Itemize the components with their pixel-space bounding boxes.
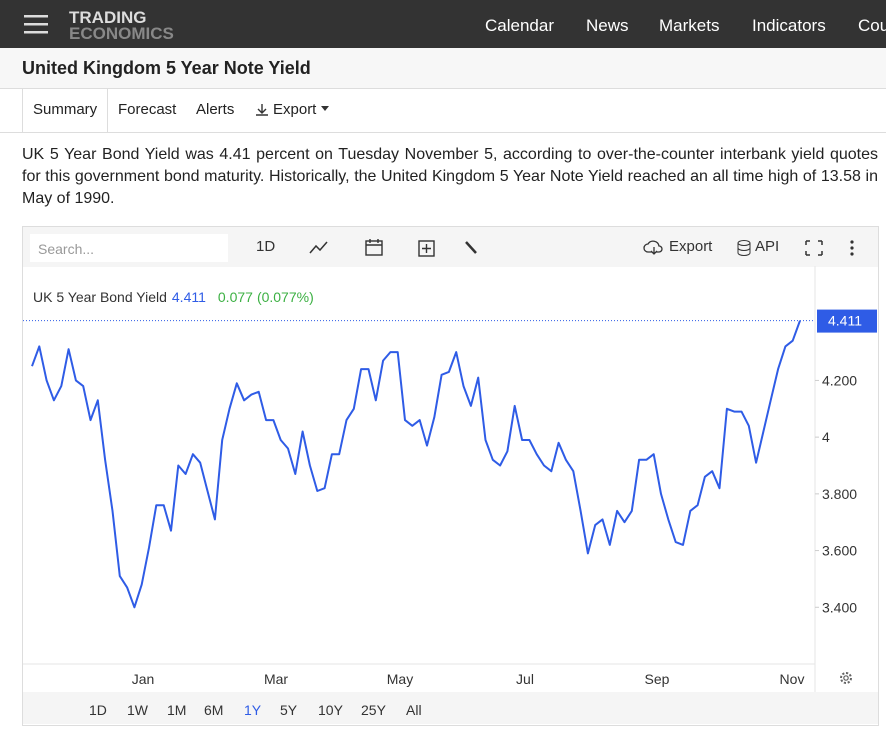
export-button[interactable]: Export — [669, 238, 713, 255]
last-value-label: 4.411 — [828, 313, 862, 329]
search-box[interactable]: Search... — [30, 234, 228, 262]
range-button[interactable]: 5Y — [280, 702, 298, 718]
y-tick-label: 3.800 — [822, 486, 857, 502]
range-button[interactable]: All — [406, 702, 422, 718]
line-series — [31, 320, 801, 609]
active-tab[interactable] — [22, 89, 108, 132]
range-button[interactable]: 6M — [204, 702, 224, 718]
nav-link[interactable]: Markets — [659, 16, 720, 35]
download-icon — [256, 104, 268, 116]
x-tick-label: May — [387, 671, 413, 687]
legend: UK 5 Year Bond Yield 4.411 0.077 (0.077%) — [33, 289, 314, 305]
logo-top[interactable]: TRADING — [69, 8, 147, 27]
nav-link[interactable]: News — [586, 16, 629, 35]
tab[interactable]: Alerts — [196, 101, 235, 118]
x-tick-label: Jan — [132, 671, 155, 687]
logo-bottom[interactable]: ECONOMICS — [69, 24, 174, 43]
legend-value: 4.411 — [172, 289, 206, 305]
interval-button[interactable]: 1D — [256, 238, 276, 255]
range-button[interactable]: 1Y — [244, 702, 262, 718]
legend-name: UK 5 Year Bond Yield — [33, 289, 167, 305]
tab[interactable]: Forecast — [118, 101, 177, 118]
range-button[interactable]: 1W — [127, 702, 148, 718]
last-value-badge — [817, 309, 877, 333]
y-tick-label: 4 — [822, 429, 830, 445]
description: UK 5 Year Bond Yield was 4.41 percent on… — [22, 146, 878, 207]
y-tick-label: 3.400 — [822, 599, 857, 615]
page-title: United Kingdom 5 Year Note Yield — [22, 58, 311, 78]
chart: 3.400 3.600 3.800 4 4.200 Jan Mar May Jul Sep Nov 4… — [23, 266, 877, 692]
tab[interactable]: Export — [273, 101, 317, 118]
caret — [321, 106, 329, 111]
y-tick-label: 4.200 — [822, 372, 857, 388]
x-tick-label: Mar — [264, 671, 288, 687]
menu-icon[interactable] — [24, 15, 50, 35]
nav-link[interactable]: Calendar — [485, 16, 554, 35]
x-tick-label: Jul — [516, 671, 534, 687]
legend-change-pct: (0.077%) — [257, 289, 314, 305]
range-bar — [23, 692, 878, 724]
range-button[interactable]: 1M — [167, 702, 187, 718]
x-tick-label: Nov — [780, 671, 805, 687]
range-button[interactable]: 25Y — [361, 702, 386, 718]
legend-change: 0.077 — [218, 289, 253, 305]
api-button[interactable]: API — [755, 238, 780, 255]
tab[interactable]: Summary — [33, 101, 98, 118]
y-tick-label: 3.600 — [822, 543, 857, 559]
range-button[interactable]: 10Y — [318, 702, 343, 718]
range-button[interactable]: 1D — [89, 702, 107, 718]
x-tick-label: Sep — [645, 671, 670, 687]
tab-border — [0, 132, 886, 133]
nav-link[interactable]: Indicators — [752, 16, 826, 35]
settings-icon[interactable] — [840, 672, 852, 684]
nav-link[interactable]: Countries — [858, 16, 886, 35]
chart-box — [22, 226, 879, 726]
header: TRADING ECONOMICS Calendar News Markets … — [0, 0, 886, 48]
title-bar: United Kingdom 5 Year Note Yield — [0, 48, 886, 89]
